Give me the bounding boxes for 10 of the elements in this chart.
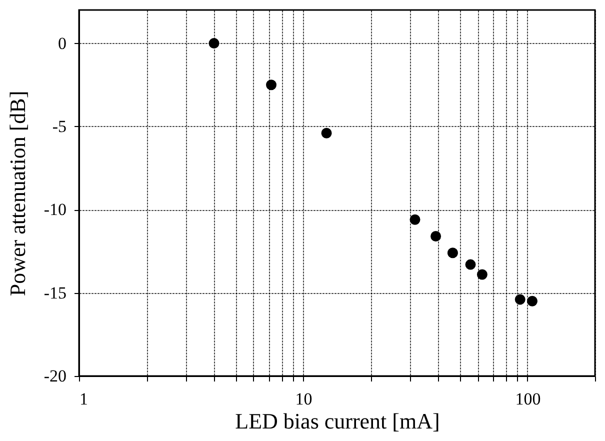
y-tick-label: 0 — [58, 34, 66, 53]
x-tick-label: 100 — [515, 390, 541, 408]
x-axis-title: LED bias current [mA] — [235, 408, 440, 434]
y-tick-label: -5 — [52, 116, 66, 136]
x-tick-label: 10 — [295, 390, 312, 408]
y-tick-label: -20 — [44, 366, 66, 386]
y-tick-label: -10 — [44, 200, 66, 220]
x-tick-label: 1 — [80, 390, 88, 408]
y-axis-title: Power attenuation [dB] — [4, 90, 30, 296]
y-tick-label: -15 — [44, 283, 66, 302]
